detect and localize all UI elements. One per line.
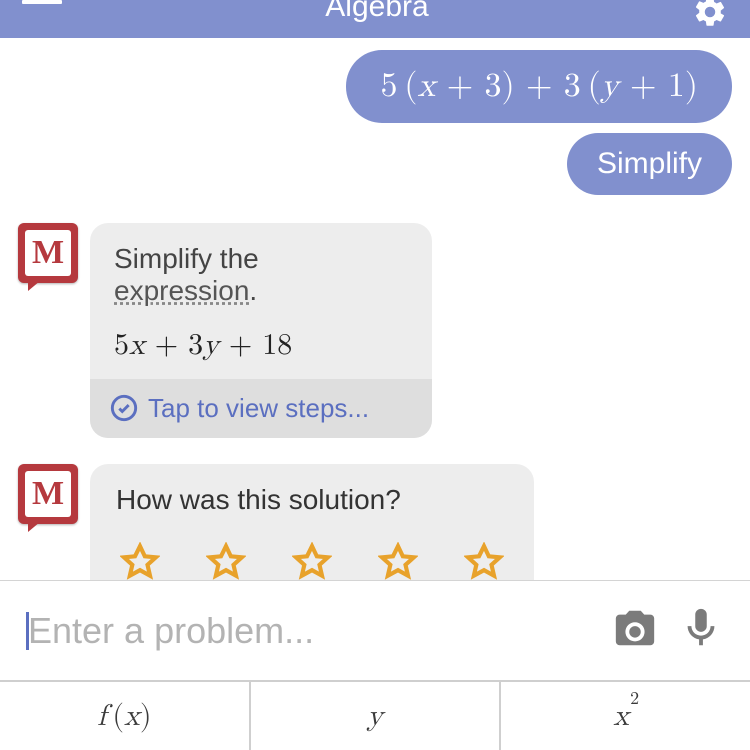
rating-card: How was this solution? [90,464,534,580]
keyboard-row: f (x) y x2 [0,680,750,750]
user-action-row: Simplify [18,133,732,195]
app-avatar: M [18,223,78,283]
rating-row: M How was this solution? [18,464,732,580]
microphone-icon[interactable] [678,605,724,656]
text-cursor [26,612,29,650]
star-icon[interactable] [464,542,504,580]
math-expression: 5 (x + 3) + 3 (y + 1) [380,69,698,103]
user-action-bubble[interactable]: Simplify [567,133,732,195]
key-y[interactable]: y [251,682,502,750]
solution-body: Simplify the expression. 5x + 3y + 18 [90,223,432,379]
view-steps-button[interactable]: Tap to view steps... [90,379,432,438]
user-message-row: 5 (x + 3) + 3 (y + 1) [18,50,732,123]
app-header: Algebra [0,0,750,38]
view-steps-label: Tap to view steps... [148,393,369,424]
placeholder-text: Enter a problem... [26,610,314,651]
star-icon[interactable] [206,542,246,580]
settings-icon[interactable] [692,0,728,30]
page-title: Algebra [325,0,428,22]
star-row [116,542,508,580]
app-root: Algebra 5 (x + 3) + 3 (y + 1) Simplify M… [0,0,750,750]
title-prefix: Simplify the [114,243,259,274]
star-icon[interactable] [378,542,418,580]
check-circle-icon [110,394,138,422]
user-expression-bubble[interactable]: 5 (x + 3) + 3 (y + 1) [346,50,732,123]
key-x-squared[interactable]: x2 [501,682,750,750]
expression-link[interactable]: expression [114,275,249,306]
app-avatar: M [18,464,78,524]
solution-card: Simplify the expression. 5x + 3y + 18 Ta… [90,223,432,438]
camera-icon[interactable] [612,605,658,656]
star-icon[interactable] [292,542,332,580]
solution-row: M Simplify the expression. 5x + 3y + 18 … [18,223,732,438]
menu-icon[interactable] [22,0,62,4]
solution-answer: 5x + 3y + 18 [114,327,408,363]
problem-input[interactable]: Enter a problem... [26,610,592,652]
title-suffix: . [249,275,257,306]
chat-area: 5 (x + 3) + 3 (y + 1) Simplify M Simplif… [0,38,750,580]
solution-title: Simplify the expression. [114,243,408,307]
avatar-logo: M [25,471,71,517]
key-fx[interactable]: f (x) [0,682,251,750]
star-icon[interactable] [120,542,160,580]
avatar-logo: M [25,230,71,276]
rating-question: How was this solution? [116,484,508,516]
input-bar: Enter a problem... [0,580,750,680]
